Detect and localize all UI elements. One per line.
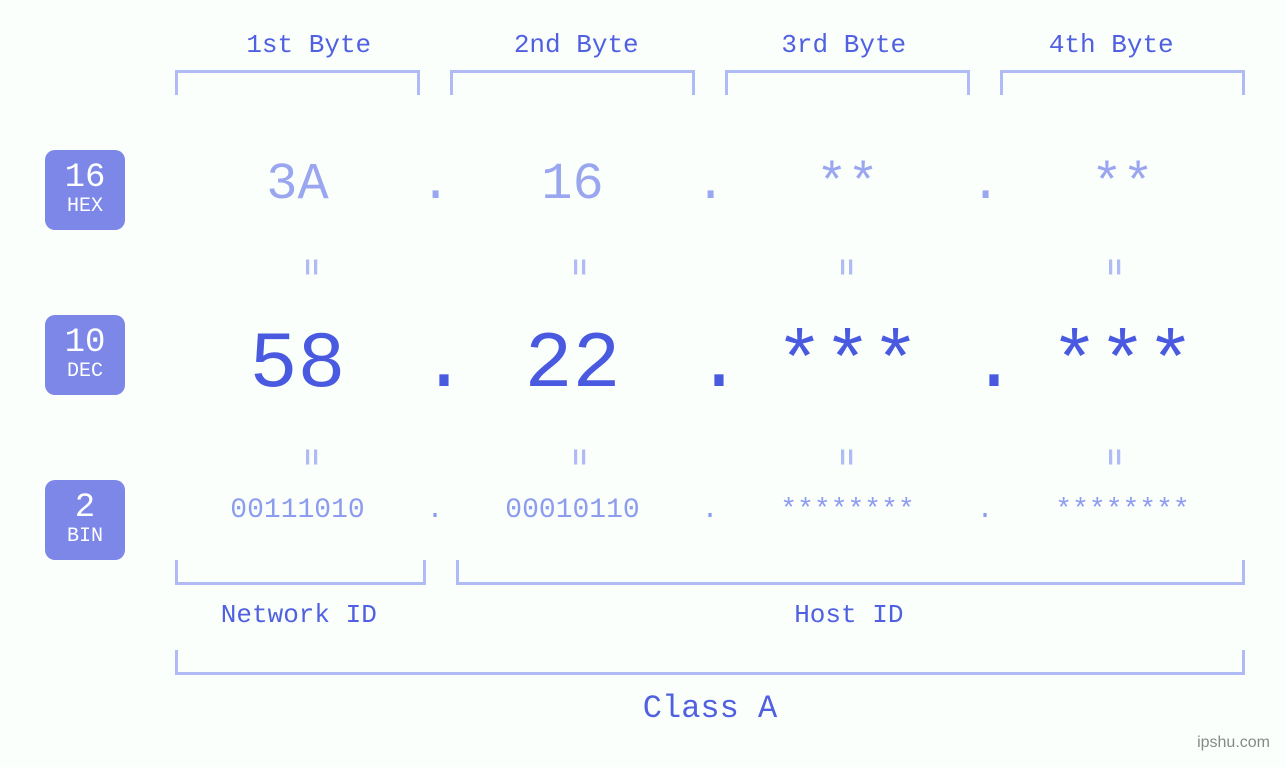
bin-row: 00111010 . 00010110 . ******** . *******… — [175, 495, 1245, 526]
equals-icon: = — [559, 323, 593, 591]
badge-bin: 2 BIN — [45, 480, 125, 560]
top-bracket-2 — [450, 70, 695, 95]
ip-diagram: 1st Byte 2nd Byte 3rd Byte 4th Byte 16 H… — [0, 0, 1285, 767]
top-brackets — [175, 70, 1245, 95]
badge-hex-label: HEX — [67, 195, 103, 219]
dot-icon: . — [970, 320, 1000, 411]
byte-headers-row: 1st Byte 2nd Byte 3rd Byte 4th Byte — [175, 30, 1245, 60]
equals-icon: = — [827, 323, 861, 591]
byte-header-1: 1st Byte — [175, 30, 443, 60]
byte-header-3: 3rd Byte — [710, 30, 978, 60]
host-id-label: Host ID — [453, 600, 1245, 630]
id-brackets — [175, 560, 1245, 585]
hex-row: 3A . 16 . ** . ** — [175, 155, 1245, 214]
equals-icon: = — [1094, 323, 1128, 591]
watermark: ipshu.com — [1197, 734, 1270, 752]
badge-bin-num: 2 — [75, 491, 95, 525]
badge-bin-label: BIN — [67, 525, 103, 549]
class-label: Class A — [175, 690, 1245, 727]
host-id-bracket — [456, 560, 1245, 585]
badge-dec: 10 DEC — [45, 315, 125, 395]
id-labels-row: Network ID Host ID — [175, 600, 1245, 630]
equals-row-2: = = = = — [175, 440, 1245, 474]
dot-icon: . — [970, 155, 1000, 214]
dot-icon: . — [695, 155, 725, 214]
bin-byte-4: ******** — [1000, 495, 1245, 526]
dot-icon: . — [970, 495, 1000, 526]
equals-icon: = — [292, 323, 326, 591]
byte-header-2: 2nd Byte — [443, 30, 711, 60]
top-bracket-3 — [725, 70, 970, 95]
dot-icon: . — [420, 155, 450, 214]
dot-icon: . — [420, 320, 450, 411]
equals-row-1: = = = = — [175, 250, 1245, 284]
top-bracket-4 — [1000, 70, 1245, 95]
top-bracket-1 — [175, 70, 420, 95]
network-id-bracket — [175, 560, 426, 585]
byte-header-4: 4th Byte — [978, 30, 1246, 60]
dec-row: 58 . 22 . *** . *** — [175, 320, 1245, 411]
dot-icon: . — [695, 495, 725, 526]
badge-hex-num: 16 — [65, 161, 106, 195]
bin-byte-2: 00010110 — [450, 495, 695, 526]
dot-icon: . — [695, 320, 725, 411]
badge-hex: 16 HEX — [45, 150, 125, 230]
class-bracket — [175, 650, 1245, 675]
dot-icon: . — [420, 495, 450, 526]
badge-dec-num: 10 — [65, 326, 106, 360]
badge-dec-label: DEC — [67, 360, 103, 384]
network-id-label: Network ID — [175, 600, 423, 630]
bin-byte-1: 00111010 — [175, 495, 420, 526]
bin-byte-3: ******** — [725, 495, 970, 526]
